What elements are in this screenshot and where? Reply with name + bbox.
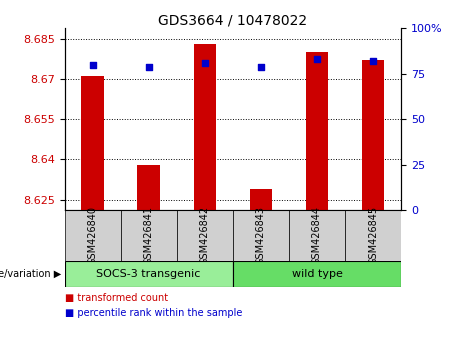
Text: GSM426840: GSM426840 — [88, 206, 98, 265]
Text: GSM426843: GSM426843 — [256, 206, 266, 265]
Text: ■ percentile rank within the sample: ■ percentile rank within the sample — [65, 308, 242, 318]
Bar — [362, 61, 384, 210]
Bar — [65, 210, 121, 261]
Bar — [177, 210, 233, 261]
Bar — [233, 210, 289, 261]
Text: wild type: wild type — [291, 269, 343, 279]
Text: SOCS-3 transgenic: SOCS-3 transgenic — [96, 269, 201, 279]
Bar — [65, 261, 233, 287]
Bar — [289, 210, 345, 261]
Bar — [250, 189, 272, 210]
Point — [201, 60, 208, 66]
Text: genotype/variation ▶: genotype/variation ▶ — [0, 269, 62, 279]
Text: GSM426845: GSM426845 — [368, 206, 378, 266]
Text: GSM426842: GSM426842 — [200, 206, 210, 266]
Text: ■ transformed count: ■ transformed count — [65, 293, 168, 303]
Bar — [82, 76, 104, 210]
Bar — [233, 261, 401, 287]
Bar — [137, 165, 160, 210]
Bar — [345, 210, 401, 261]
Title: GDS3664 / 10478022: GDS3664 / 10478022 — [158, 13, 307, 27]
Point — [313, 56, 321, 62]
Bar — [121, 210, 177, 261]
Text: GSM426841: GSM426841 — [144, 206, 154, 265]
Point — [369, 58, 377, 64]
Point — [145, 64, 152, 69]
Bar — [306, 52, 328, 210]
Text: GSM426844: GSM426844 — [312, 206, 322, 265]
Point — [89, 62, 96, 68]
Point — [257, 64, 265, 69]
Bar — [194, 44, 216, 210]
